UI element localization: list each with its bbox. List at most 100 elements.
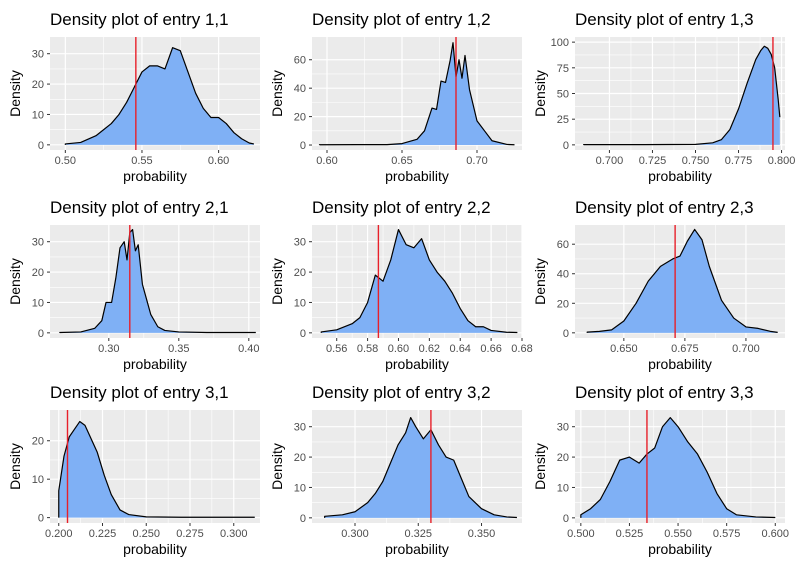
y-tick-label: 40	[557, 269, 569, 281]
y-tick-label: 20	[557, 298, 569, 310]
y-tick-label: 0	[300, 140, 306, 152]
x-tick-label: 0.40	[238, 343, 259, 355]
plot-svg: 0.200 0.225 0.250 0.275 0.300 0 10 20 probabilit…	[7, 410, 260, 557]
x-axis-title: probability	[123, 541, 187, 557]
density-area	[59, 229, 256, 333]
plot-svg: 0.60 0.65 0.70 0 20 40 60 probability Density	[269, 37, 522, 184]
x-tick-label: 0.60	[388, 343, 409, 355]
y-tick-label: 30	[32, 237, 44, 249]
y-axis-title: Density	[269, 70, 285, 117]
y-axis-title: Density	[532, 258, 548, 305]
density-panel-1-3: Density plot of entry 1,3 0.700 0.725 0.750…	[525, 0, 795, 190]
panel-title: Density plot of entry 1,2	[312, 10, 491, 29]
plot-svg: 0.700 0.725 0.750 0.775 0.800 0 25 50 75 100 proba…	[532, 37, 795, 184]
y-tick-label: 100	[551, 37, 569, 49]
y-tick-label: 30	[32, 49, 44, 61]
y-tick-label: 0	[563, 140, 569, 152]
y-axis-title: Density	[7, 258, 23, 305]
x-tick-label: 0.500	[567, 528, 595, 540]
x-tick-label: 0.55	[131, 155, 152, 167]
y-axis-title: Density	[7, 443, 23, 490]
panel-title: Density plot of entry 1,1	[50, 10, 229, 29]
x-axis-title: probability	[123, 356, 187, 372]
y-tick-label: 30	[294, 422, 306, 434]
y-tick-label: 50	[557, 89, 569, 101]
y-tick-label: 0	[563, 328, 569, 340]
y-tick-label: 10	[294, 482, 306, 494]
x-tick-label: 0.65	[391, 155, 412, 167]
density-panel-3-1: Density plot of entry 3,1 0.200 0.225 0.250…	[0, 373, 260, 563]
density-area	[321, 229, 518, 333]
plot-svg: 0.56 0.58 0.60 0.62 0.64 0.66 0.68 0 10 20 30 proba…	[269, 225, 533, 372]
x-axis-title: probability	[648, 541, 712, 557]
density-panel-2-1: Density plot of entry 2,1 0.30 0.35 0.40 0 10…	[0, 188, 260, 378]
x-tick-label: 0.575	[713, 528, 741, 540]
x-tick-label: 0.725	[639, 155, 667, 167]
density-panel-1-1: Density plot of entry 1,1 0.50 0.55 0.60 0 10…	[0, 0, 260, 190]
y-tick-label: 0	[300, 513, 306, 525]
y-tick-label: 0	[38, 140, 44, 152]
x-axis-title: probability	[385, 168, 449, 184]
density-line	[580, 416, 776, 519]
y-axis-title: Density	[532, 70, 548, 117]
density-area	[319, 42, 515, 146]
y-tick-label: 60	[294, 55, 306, 67]
x-tick-label: 0.68	[511, 343, 532, 355]
panel-title: Density plot of entry 3,1	[50, 383, 229, 402]
y-tick-label: 30	[557, 422, 569, 434]
x-tick-label: 0.35	[168, 343, 189, 355]
x-tick-label: 0.550	[664, 528, 692, 540]
y-axis-title: Density	[532, 443, 548, 490]
y-tick-label: 25	[557, 114, 569, 126]
x-tick-label: 0.64	[450, 343, 471, 355]
density-line	[324, 416, 517, 519]
plot-background	[50, 225, 260, 338]
panel-title: Density plot of entry 2,2	[312, 198, 491, 217]
y-axis-title: Density	[269, 258, 285, 305]
x-tick-label: 0.800	[768, 155, 796, 167]
y-tick-label: 0	[38, 328, 44, 340]
x-tick-label: 0.675	[671, 343, 699, 355]
x-tick-label: 0.300	[341, 528, 369, 540]
x-axis-title: probability	[385, 541, 449, 557]
x-tick-label: 0.30	[98, 343, 119, 355]
y-tick-label: 20	[294, 112, 306, 124]
plot-svg: 0.500 0.525 0.550 0.575 0.600 0 10 20 30 probabil…	[532, 410, 789, 557]
y-tick-label: 75	[557, 63, 569, 75]
panel-title: Density plot of entry 1,3	[575, 10, 754, 29]
y-tick-label: 30	[294, 237, 306, 249]
density-area	[580, 417, 776, 518]
y-tick-label: 40	[294, 83, 306, 95]
density-line	[586, 228, 778, 333]
density-panel-3-2: Density plot of entry 3,2 0.300 0.325 0.350…	[262, 373, 522, 563]
y-axis-title: Density	[7, 70, 23, 117]
density-panel-1-2: Density plot of entry 1,2 0.60 0.65 0.70 0 20…	[262, 0, 522, 190]
x-axis-title: probability	[385, 356, 449, 372]
y-tick-label: 10	[32, 297, 44, 309]
density-area	[324, 417, 517, 518]
panel-title: Density plot of entry 3,3	[575, 383, 754, 402]
x-axis-title: probability	[123, 168, 187, 184]
x-tick-label: 0.275	[176, 528, 204, 540]
density-line	[320, 228, 518, 334]
x-tick-label: 0.250	[132, 528, 160, 540]
density-area	[58, 421, 255, 518]
x-tick-label: 0.60	[208, 155, 229, 167]
y-tick-label: 20	[294, 267, 306, 279]
x-tick-label: 0.600	[762, 528, 790, 540]
y-tick-label: 20	[32, 79, 44, 91]
y-tick-label: 0	[563, 513, 569, 525]
density-line	[318, 42, 515, 146]
x-tick-label: 0.325	[404, 528, 432, 540]
x-axis-title: probability	[648, 356, 712, 372]
x-tick-label: 0.750	[682, 155, 710, 167]
x-tick-label: 0.225	[89, 528, 117, 540]
y-tick-label: 20	[557, 452, 569, 464]
x-axis-title: probability	[648, 168, 712, 184]
y-tick-label: 0	[300, 328, 306, 340]
panel-title: Density plot of entry 3,2	[312, 383, 491, 402]
x-tick-label: 0.700	[732, 343, 760, 355]
plot-svg: 0.650 0.675 0.700 0 20 40 60 probability Density	[532, 225, 785, 372]
y-tick-label: 20	[32, 267, 44, 279]
x-tick-label: 0.70	[466, 155, 487, 167]
